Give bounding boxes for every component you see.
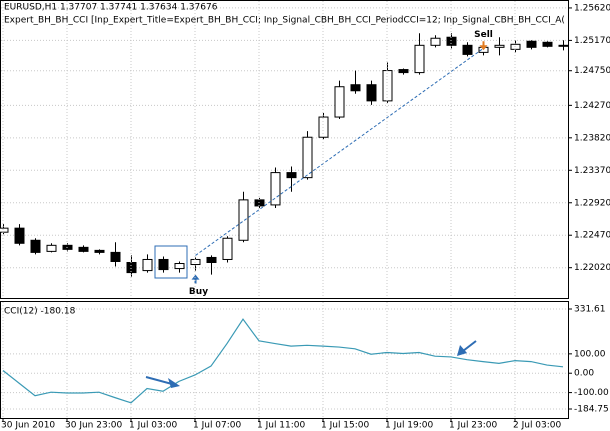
sell-arrow: [479, 41, 488, 51]
y-tick-label: 0.00: [574, 369, 594, 379]
x-tick-label: 30 Jun 2010: [1, 421, 55, 431]
chart-subtitle: Expert_BH_BH_CCI [Inp_Expert_Title=Exper…: [4, 16, 565, 26]
y-tick-label: 1.24750: [574, 66, 610, 76]
y-tick-label: 1.25170: [574, 36, 610, 46]
y-tick-label: 1.23820: [574, 133, 610, 143]
candle-body: [30, 239, 41, 253]
buy-label: Buy: [189, 287, 208, 297]
x-tick-label: 2 Jul 03:00: [513, 421, 562, 431]
candle-body: [542, 41, 553, 47]
candle-body: [142, 258, 153, 272]
y-tick-label: 1.25620: [574, 3, 610, 13]
arrow-head: [168, 378, 180, 388]
y-tick-label: 100.00: [574, 349, 606, 359]
candle-body: [94, 249, 105, 253]
candle-body: [270, 172, 281, 206]
candle-body: [206, 256, 217, 263]
y-tick-label: 331.61: [574, 305, 606, 315]
candle-body: [14, 227, 25, 244]
buy-arrow: [191, 274, 200, 284]
indicator-title: CCI(12) -180.18: [4, 307, 76, 317]
candle-body: [158, 258, 169, 271]
arrow-head: [457, 345, 467, 356]
x-tick-label: 30 Jun 23:00: [65, 421, 122, 431]
x-tick-label: 1 Jul 03:00: [129, 421, 178, 431]
y-tick-label: 1.22470: [574, 231, 610, 241]
cci-line: [2, 318, 564, 404]
indicator-panel: [0, 301, 569, 419]
y-tick-label: 1.22920: [574, 198, 610, 208]
candle-body: [174, 263, 185, 270]
candle-body: [0, 227, 9, 233]
signal-link: [195, 47, 484, 256]
x-tick-label: 1 Jul 19:00: [385, 421, 434, 431]
y-tick-label: 1.22020: [574, 263, 610, 273]
candle-body: [398, 69, 409, 74]
candle-body: [414, 44, 425, 74]
candle-body: [462, 44, 473, 55]
candle-body: [302, 136, 313, 179]
y-tick-label: 1.24270: [574, 101, 610, 111]
candle-body: [350, 84, 361, 92]
candle-body: [446, 36, 457, 46]
arrow: [145, 376, 173, 385]
x-tick-label: 1 Jul 15:00: [321, 421, 370, 431]
candle-body: [190, 258, 201, 266]
candle-body: [222, 237, 233, 260]
candle-body: [238, 199, 249, 241]
chart-title: EURUSD,H1 1.37707 1.37741 1.37634 1.3767…: [4, 3, 218, 13]
y-tick-label: 1.23370: [574, 166, 610, 176]
candle-body: [110, 251, 121, 262]
signal-box: [154, 245, 188, 279]
candle-body: [366, 84, 377, 102]
candle-body: [46, 244, 57, 252]
candle-body: [78, 246, 89, 252]
candle-body: [558, 44, 569, 47]
x-tick-label: 1 Jul 07:00: [193, 421, 242, 431]
y-tick-label: -184.75: [574, 405, 609, 415]
sell-label: Sell: [474, 30, 493, 40]
candle-body: [286, 172, 297, 179]
candle-body: [526, 40, 537, 48]
candle-body: [494, 44, 505, 48]
y-tick-label: -100.00: [574, 388, 609, 398]
candle-body: [430, 37, 441, 46]
arrow: [462, 340, 477, 352]
main-panel: [0, 0, 569, 299]
x-tick-label: 1 Jul 23:00: [449, 421, 498, 431]
candle-body: [334, 86, 345, 118]
x-tick-label: 1 Jul 11:00: [257, 421, 306, 431]
